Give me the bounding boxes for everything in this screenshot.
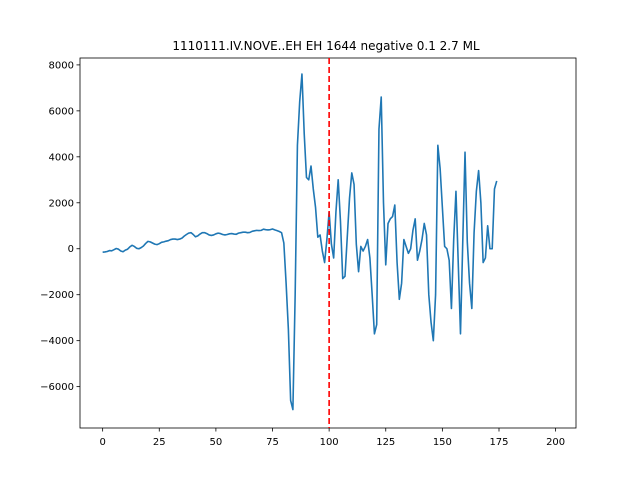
y-tick-label: −6000	[40, 382, 74, 393]
y-tick-label: 8000	[49, 60, 74, 71]
x-tick-label: 150	[433, 437, 452, 448]
chart-title: 1110111.IV.NOVE..EH EH 1644 negative 0.1…	[172, 39, 480, 53]
y-tick-label: 0	[68, 244, 74, 255]
x-tick-label: 25	[153, 437, 166, 448]
x-tick-label: 200	[546, 437, 565, 448]
x-tick-label: 75	[266, 437, 279, 448]
x-tick-label: 175	[489, 437, 508, 448]
y-tick-label: 6000	[49, 106, 74, 117]
y-tick-label: −4000	[40, 336, 74, 347]
plot-content	[102, 58, 498, 428]
x-tick-label: 100	[320, 437, 339, 448]
x-tick-label: 50	[210, 437, 223, 448]
plot-area-frame	[79, 57, 577, 429]
x-axis: 0 25 50 75 100 125 150 175 200	[99, 428, 565, 448]
x-tick-label: 0	[99, 437, 105, 448]
series-line	[102, 73, 498, 411]
y-tick-label: −2000	[40, 290, 74, 301]
y-tick-label: 4000	[49, 152, 74, 163]
y-tick-label: 2000	[49, 198, 74, 209]
y-axis: −6000 −4000 −2000 0 2000 4000 6000 8000	[40, 60, 80, 393]
x-tick-label: 125	[376, 437, 395, 448]
